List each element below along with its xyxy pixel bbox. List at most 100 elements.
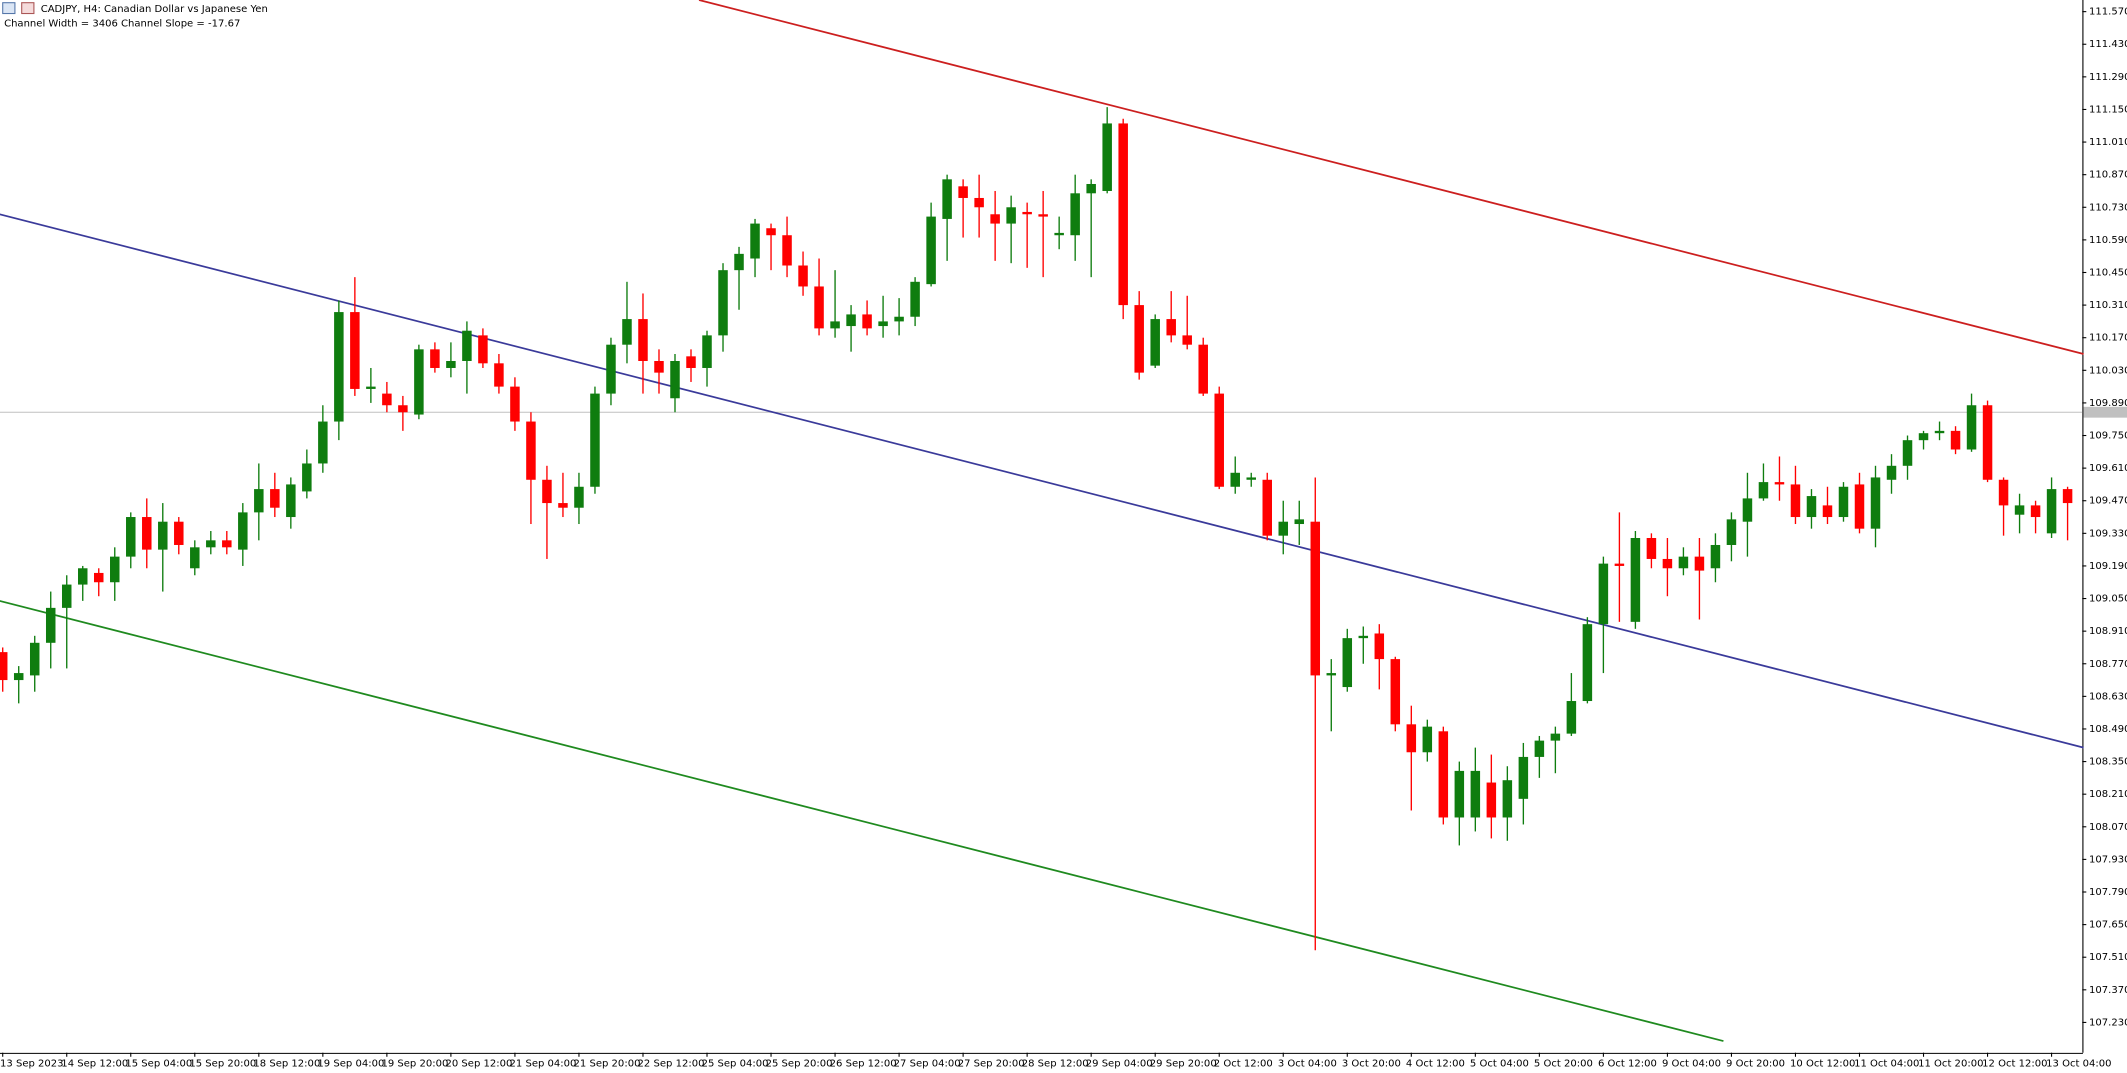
candle-body (1246, 477, 1256, 480)
x-tick-label: 22 Sep 12:00 (638, 1059, 705, 1070)
candle-body (590, 393, 600, 487)
candle-body (1998, 479, 2009, 506)
candle-body (206, 540, 216, 548)
candle-body (1118, 123, 1128, 306)
candle-body (126, 517, 136, 557)
candle-body (1710, 544, 1721, 569)
indicator-text: Channel Width = 3406 Channel Slope = -17… (4, 19, 240, 30)
candle-body (1326, 673, 1337, 676)
candle-body (1806, 496, 1817, 518)
x-tick-label: 2 Oct 12:00 (1214, 1059, 1273, 1070)
candle-body (2062, 489, 2073, 504)
candle-body (1230, 472, 1240, 487)
y-tick-label: 110.590 (2089, 235, 2127, 246)
candle-body (446, 360, 456, 368)
candle-body (782, 235, 792, 266)
candle-body (1294, 519, 1305, 525)
candle-body (1854, 484, 1865, 529)
candle-body (1070, 193, 1080, 236)
candle-body (606, 344, 616, 394)
candle-body (1278, 521, 1289, 536)
candle-body (1502, 780, 1513, 818)
y-tick-label: 108.210 (2089, 789, 2127, 800)
candle-body (734, 253, 744, 271)
y-tick-label: 111.010 (2089, 137, 2127, 148)
y-tick-label: 109.190 (2089, 561, 2127, 572)
candle-body (238, 512, 248, 550)
x-tick-label: 3 Oct 04:00 (1278, 1059, 1337, 1070)
candle-body (830, 321, 840, 329)
y-tick-label: 107.230 (2089, 1017, 2127, 1028)
candle-body (878, 321, 888, 327)
x-tick-label: 10 Oct 12:00 (1790, 1059, 1855, 1070)
y-tick-label: 107.790 (2089, 887, 2127, 898)
channel-line (698, 0, 2084, 355)
y-tick-label: 110.870 (2089, 170, 2127, 181)
candle-body (1150, 319, 1160, 366)
candle-body (1966, 405, 1977, 450)
x-tick-label: 26 Sep 12:00 (830, 1059, 897, 1070)
candle-body (1134, 305, 1144, 373)
candle-body (558, 503, 568, 508)
candle-body (1006, 207, 1016, 224)
y-tick-label: 110.170 (2089, 333, 2127, 344)
x-tick-label: 9 Oct 04:00 (1662, 1059, 1721, 1070)
current-price-box (2083, 406, 2127, 418)
candle-body (2030, 505, 2041, 518)
y-tick-label: 107.650 (2089, 920, 2127, 931)
candle-body (1566, 701, 1577, 734)
candle-body (462, 330, 472, 361)
candle-body (942, 179, 952, 219)
candle-body (526, 421, 536, 480)
x-tick-label: 11 Oct 04:00 (1854, 1059, 1919, 1070)
y-tick-label: 108.350 (2089, 757, 2127, 768)
candle-body (1054, 232, 1064, 236)
candle-body (382, 393, 392, 406)
y-tick-label: 110.730 (2089, 202, 2127, 213)
candle-body (638, 319, 648, 361)
candle-body (1358, 635, 1369, 639)
y-tick-label: 109.750 (2089, 431, 2127, 442)
candle-body (414, 349, 424, 415)
candle-body (766, 228, 776, 236)
candle-body (958, 186, 968, 198)
candle-body (1630, 537, 1641, 622)
candle-body (1486, 782, 1497, 818)
candle-body (45, 607, 56, 643)
candle-body (270, 489, 280, 508)
y-tick-label: 109.470 (2089, 496, 2127, 507)
candle-body (1742, 498, 1753, 522)
candle-body (142, 517, 152, 550)
candle-body (29, 642, 40, 676)
candle-body (1662, 558, 1673, 569)
y-tick-label: 111.570 (2089, 7, 2127, 18)
candle-body (1694, 556, 1705, 571)
y-tick-label: 108.490 (2089, 724, 2127, 735)
y-tick-label: 108.770 (2089, 659, 2127, 670)
x-tick-label: 15 Sep 04:00 (125, 1059, 192, 1070)
candle-body (894, 316, 904, 322)
candle-body (702, 335, 712, 368)
candle-body (1582, 624, 1593, 702)
y-tick-label: 109.890 (2089, 398, 2127, 409)
y-tick-label: 111.430 (2089, 39, 2127, 50)
x-tick-label: 11 Oct 20:00 (1918, 1059, 1983, 1070)
x-tick-label: 25 Sep 04:00 (702, 1059, 769, 1070)
candle-body (1086, 183, 1096, 194)
candle-body (974, 197, 984, 208)
candle-body (2046, 489, 2057, 534)
candle-body (718, 270, 728, 336)
x-tick-label: 4 Oct 12:00 (1406, 1059, 1465, 1070)
candle-body (286, 484, 296, 518)
candle-body (1022, 211, 1032, 215)
candle-body (430, 349, 440, 368)
candle-body (846, 314, 856, 327)
candle-body (350, 312, 360, 389)
candle-body (190, 547, 200, 569)
x-tick-label: 21 Sep 04:00 (510, 1059, 577, 1070)
candle-body (174, 521, 184, 545)
candle-body (1614, 563, 1625, 566)
y-tick-label: 109.330 (2089, 528, 2127, 539)
